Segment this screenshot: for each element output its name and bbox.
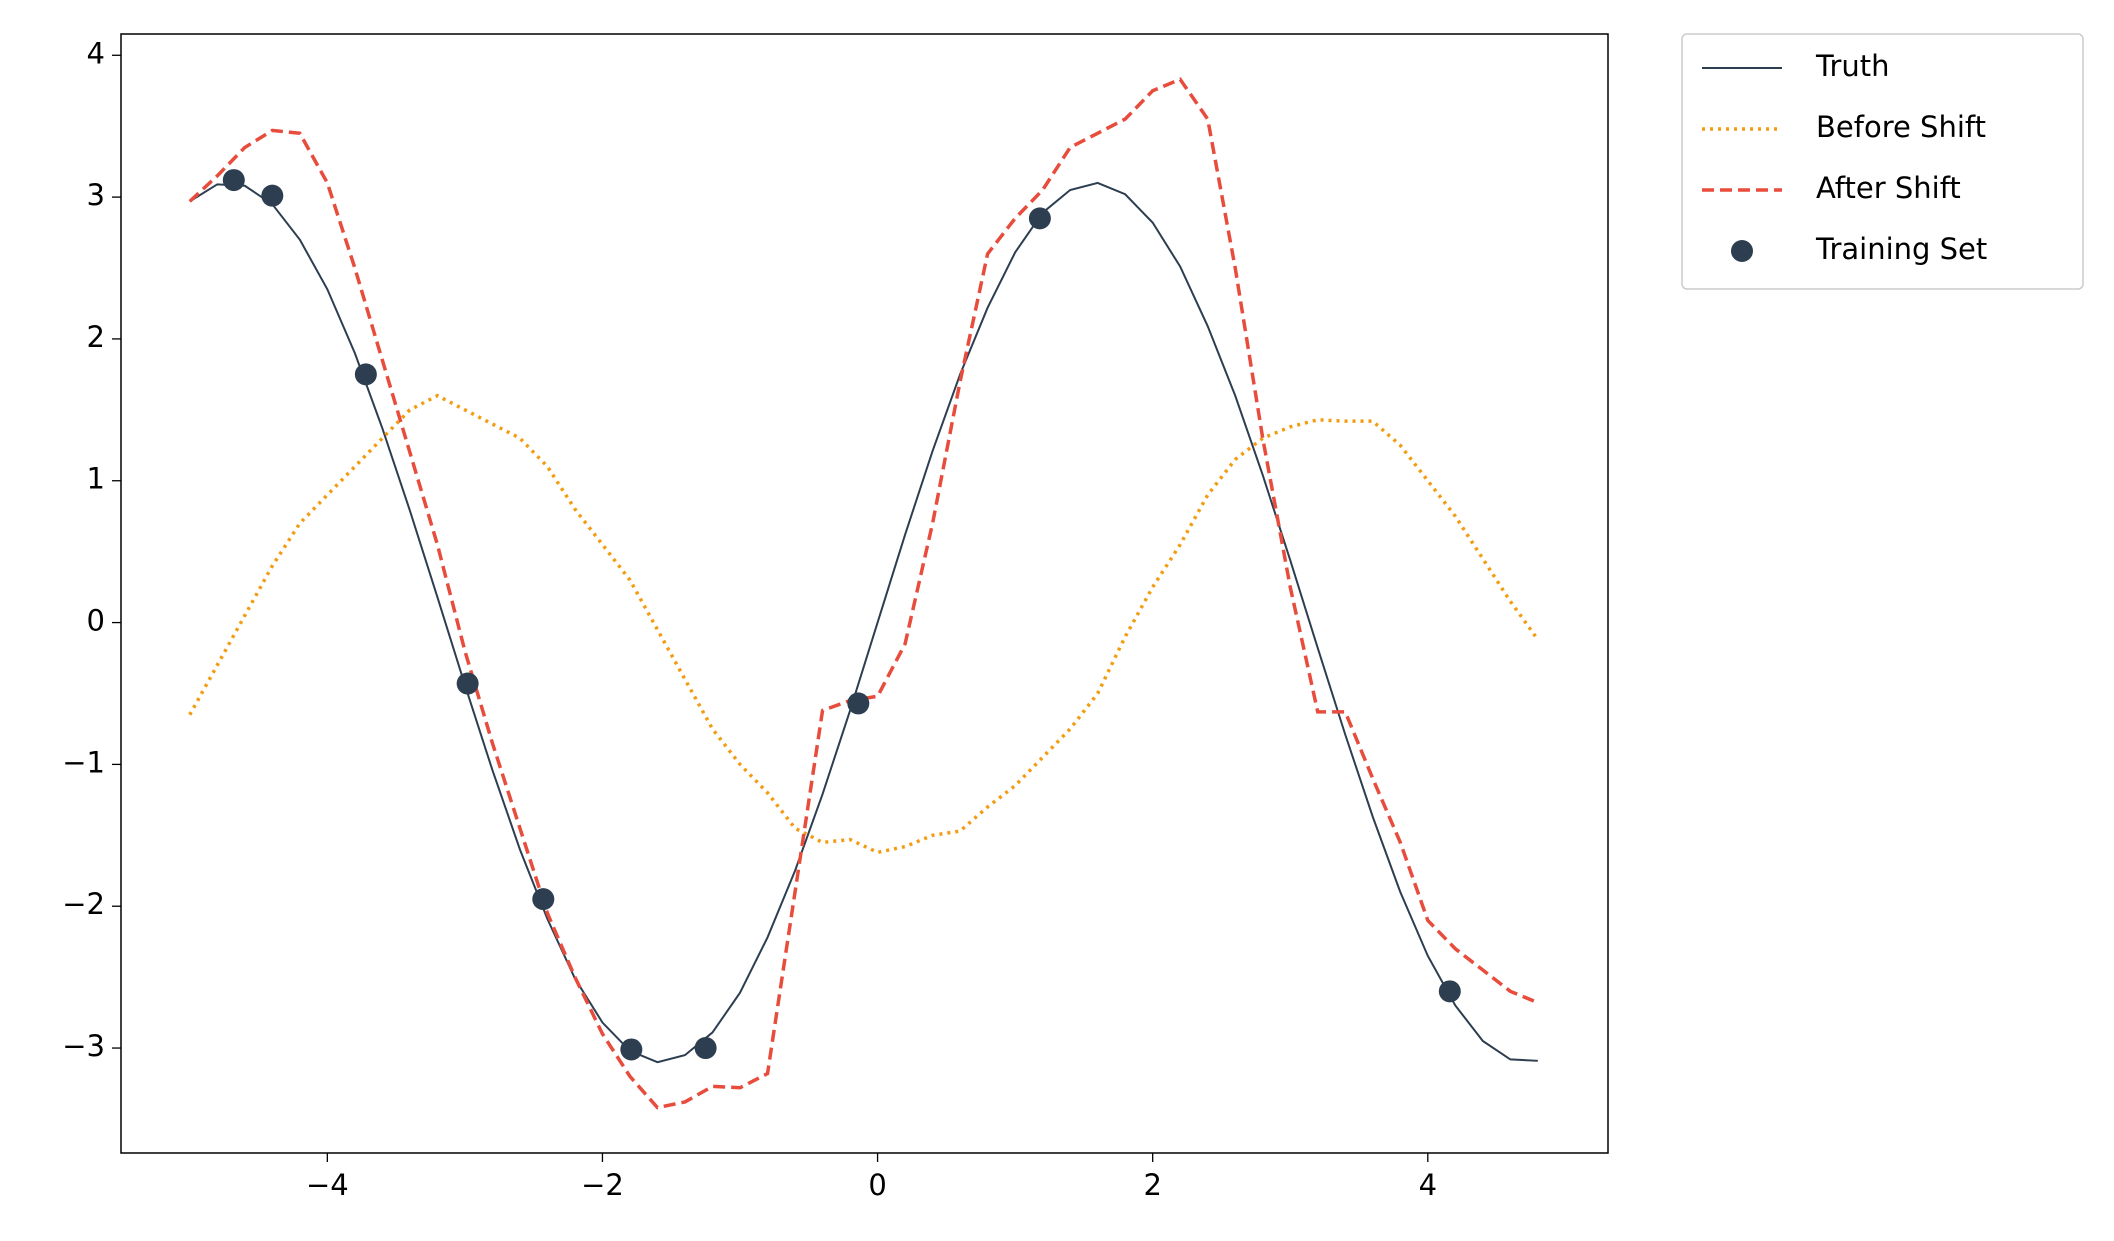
y-tick-label: −2 xyxy=(62,887,105,921)
data-point xyxy=(1028,207,1051,230)
data-point xyxy=(532,888,555,911)
y-tick-label: −1 xyxy=(62,745,105,779)
data-point xyxy=(456,672,479,695)
data-point xyxy=(261,184,284,207)
legend-marker xyxy=(1731,240,1753,262)
data-point xyxy=(1438,980,1461,1003)
x-tick-label: 4 xyxy=(1419,1168,1437,1202)
legend-label: After Shift xyxy=(1816,171,1961,205)
y-tick-label: 3 xyxy=(87,178,105,212)
axes-frame xyxy=(120,33,1609,1154)
line-series xyxy=(188,393,1540,855)
line-series xyxy=(189,181,1538,1064)
legend-label: Before Shift xyxy=(1816,110,1986,144)
y-tick-label: 0 xyxy=(87,604,105,638)
legend: Truth Before Shift After Shift Training Set xyxy=(1681,33,2084,290)
legend-label: Training Set xyxy=(1815,232,1987,266)
plot-area xyxy=(188,77,1540,1110)
data-point xyxy=(620,1038,643,1061)
x-tick-label: 0 xyxy=(868,1168,886,1202)
data-point xyxy=(222,169,245,192)
y-tick-label: 2 xyxy=(87,320,105,354)
data-point xyxy=(847,692,870,715)
x-tick-label: 2 xyxy=(1143,1168,1161,1202)
y-tick-label: 1 xyxy=(87,462,105,496)
y-tick-label: 4 xyxy=(87,36,105,70)
legend-label: Truth xyxy=(1815,49,1890,83)
legend-frame xyxy=(1681,33,2084,290)
x-tick-label: −4 xyxy=(306,1168,349,1202)
data-point xyxy=(354,363,377,386)
line-series xyxy=(188,77,1539,1110)
x-tick-label: −2 xyxy=(581,1168,624,1202)
y-tick-label: −3 xyxy=(62,1029,105,1063)
data-point xyxy=(694,1037,717,1060)
series-group xyxy=(188,77,1540,1110)
